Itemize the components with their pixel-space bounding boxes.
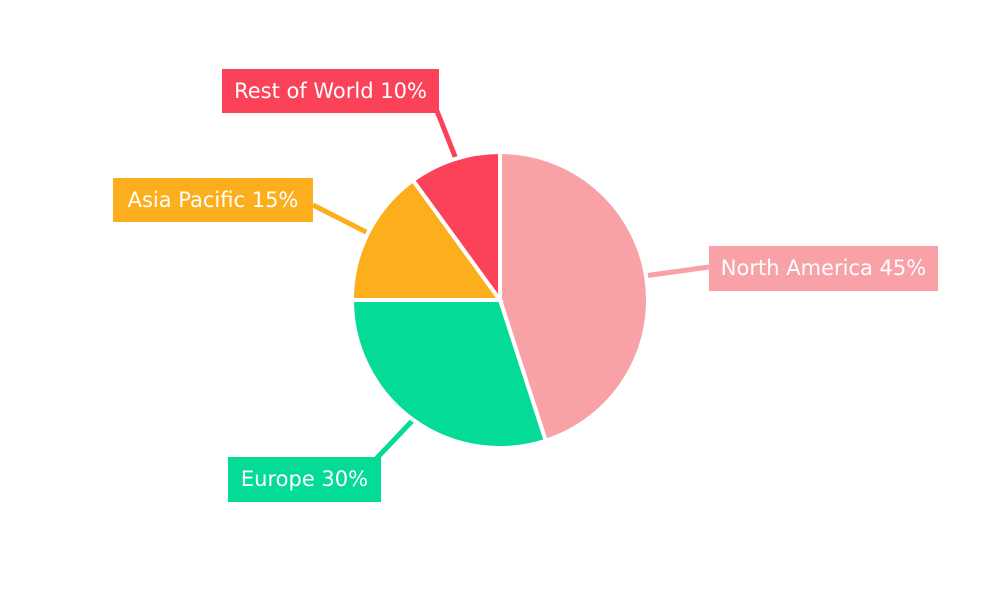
pie-slice-rest-of-world[interactable] xyxy=(410,149,502,307)
pie-slice-north-america[interactable] xyxy=(498,149,650,444)
leader-line-north-america xyxy=(643,264,710,279)
pie-slice-europe[interactable] xyxy=(349,298,549,450)
pie-slice-asia-pacific[interactable] xyxy=(349,177,504,302)
leader-line-rest-of-world xyxy=(434,110,459,160)
slice-label-rest-of-world: Rest of World 10% xyxy=(222,69,439,113)
leader-lines xyxy=(311,110,710,461)
slice-label-europe: Europe 30% xyxy=(228,457,381,502)
slice-label-north-america: North America 45% xyxy=(709,246,938,291)
slice-label-asia-pacific: Asia Pacific 15% xyxy=(113,178,313,222)
leader-line-asia-pacific xyxy=(311,202,370,236)
pie-slices xyxy=(349,149,650,450)
leader-line-europe xyxy=(374,418,415,461)
